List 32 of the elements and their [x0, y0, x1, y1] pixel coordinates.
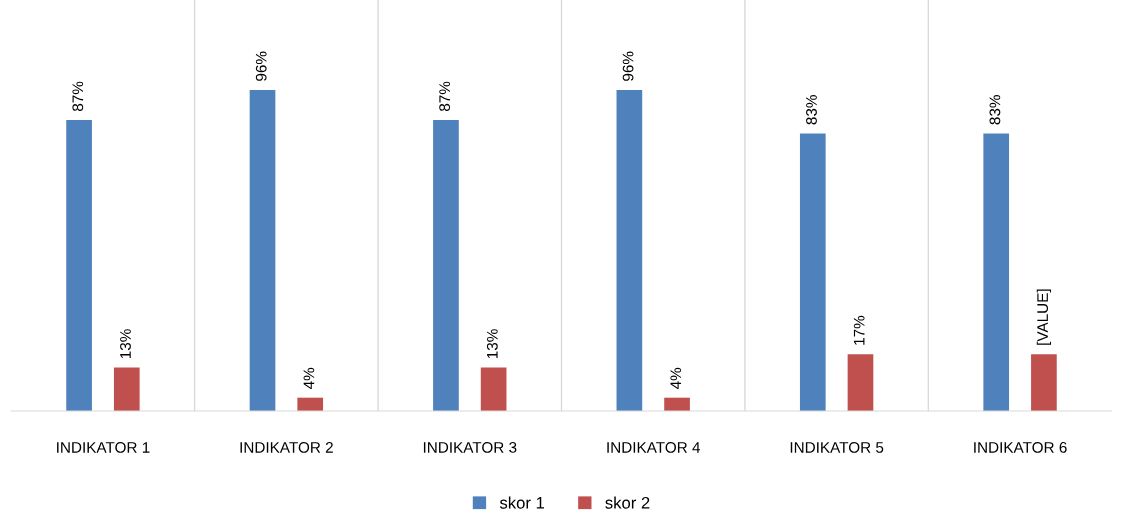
bar [433, 120, 459, 412]
legend-label: skor 2 [605, 496, 650, 509]
bar [847, 354, 874, 412]
data-label: 13% [120, 329, 131, 359]
bar [1031, 354, 1057, 412]
data-label: 4% [670, 367, 682, 389]
bar [66, 120, 92, 412]
x-tick-label: INDIKATOR 2 [240, 442, 333, 453]
bar [664, 397, 690, 412]
data-label: 17% [853, 315, 865, 345]
bar [113, 367, 140, 412]
bar [249, 89, 276, 412]
bar [480, 367, 507, 412]
data-label: [VALUE] [1036, 289, 1052, 345]
bar [297, 397, 324, 412]
x-tick-label: INDIKATOR 5 [790, 442, 884, 453]
legend-label: skor 1 [499, 496, 545, 509]
data-label: 96% [622, 51, 634, 81]
bar [616, 89, 643, 412]
x-tick-label: INDIKATOR 4 [607, 442, 701, 453]
data-label: 83% [989, 95, 1001, 125]
data-label: 87% [72, 81, 84, 112]
data-label: 96% [255, 51, 267, 81]
data-label: 13% [486, 329, 498, 359]
x-tick-label: INDIKATOR 3 [423, 442, 517, 453]
x-tick-label: INDIKATOR 1 [57, 442, 150, 453]
data-label: 83% [806, 95, 817, 125]
x-tick-label: INDIKATOR 6 [974, 442, 1067, 453]
data-label: 4% [303, 367, 315, 389]
bar [799, 133, 826, 412]
bar [983, 133, 1010, 412]
data-label: 87% [439, 81, 451, 112]
